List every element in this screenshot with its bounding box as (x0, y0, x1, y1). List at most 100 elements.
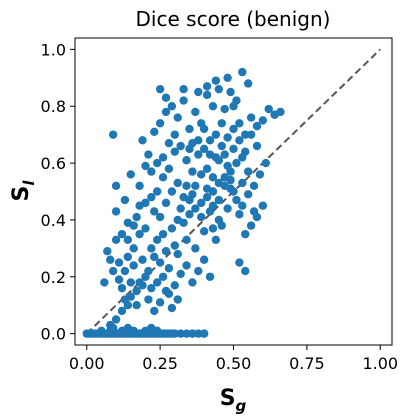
data-point (182, 156, 191, 165)
data-point (258, 201, 268, 210)
y-axis-ticks: 0.0 0.2 0.4 0.6 0.8 1.0 (41, 40, 75, 344)
data-point (243, 79, 253, 88)
data-point (170, 147, 179, 156)
data-point (147, 167, 156, 176)
data-point (235, 258, 244, 267)
data-point (208, 201, 218, 210)
data-point (220, 181, 229, 191)
data-point (176, 329, 185, 338)
y-tick-label: 0.6 (41, 154, 66, 173)
data-point (211, 76, 221, 85)
data-point (185, 124, 194, 134)
data-point (164, 138, 174, 148)
data-point (179, 96, 188, 105)
data-point (150, 306, 159, 316)
data-point (226, 175, 235, 185)
data-point (235, 136, 244, 145)
data-point (241, 130, 250, 139)
data-point (197, 198, 206, 208)
data-point (111, 181, 121, 191)
data-point (135, 229, 144, 239)
data-point (158, 272, 168, 281)
data-point (226, 87, 235, 97)
data-point (235, 210, 244, 219)
data-point (106, 320, 115, 330)
data-point (170, 329, 179, 338)
data-point (238, 201, 247, 210)
data-point (167, 224, 177, 233)
data-point (194, 329, 203, 338)
data-point (191, 204, 200, 213)
data-point (197, 170, 206, 179)
data-point (202, 184, 212, 193)
data-point (199, 144, 209, 154)
y-tick-label: 1.0 (41, 40, 66, 59)
data-point (150, 207, 159, 216)
data-point (255, 170, 265, 179)
data-point (117, 306, 127, 316)
data-point (214, 84, 224, 94)
data-point (197, 212, 206, 222)
data-point (114, 275, 124, 284)
data-point (158, 229, 168, 239)
data-point (152, 158, 162, 168)
data-point (252, 121, 262, 131)
data-point (208, 173, 218, 182)
data-point (155, 258, 165, 267)
data-point (176, 204, 185, 213)
data-point (188, 278, 197, 287)
data-point (111, 235, 121, 245)
x-tick-label: 1.00 (362, 354, 398, 373)
data-point (138, 255, 147, 264)
data-point (108, 266, 118, 276)
data-point (141, 198, 150, 208)
data-point (264, 104, 273, 114)
y-axis-label: Sl (9, 180, 38, 202)
data-point (217, 119, 226, 128)
data-point (123, 235, 133, 245)
data-point (170, 281, 179, 290)
data-point (132, 212, 141, 222)
data-point (179, 218, 188, 227)
data-point (182, 235, 191, 245)
data-point (173, 249, 182, 259)
data-point (173, 295, 182, 304)
data-point (126, 170, 135, 179)
data-point (194, 87, 203, 97)
data-point (147, 323, 156, 333)
data-point (208, 224, 218, 233)
data-point (100, 278, 109, 287)
data-point (170, 130, 179, 139)
data-point (97, 326, 106, 335)
data-point (164, 164, 174, 173)
data-point (123, 323, 133, 333)
data-point (117, 283, 127, 293)
data-point (161, 198, 171, 208)
data-point (229, 144, 238, 154)
x-tick-label: 0.75 (289, 354, 325, 373)
data-point (176, 269, 185, 279)
data-point (211, 153, 221, 162)
data-point (155, 212, 165, 222)
data-point (135, 181, 144, 191)
data-point (182, 181, 191, 191)
data-point (120, 266, 130, 276)
chart-title: Dice score (benign) (136, 7, 331, 31)
data-point (194, 136, 203, 145)
data-point (155, 84, 165, 94)
data-point (150, 252, 159, 262)
data-point (158, 173, 168, 182)
x-tick-label: 0.25 (142, 354, 178, 373)
x-axis-label: Sg (220, 386, 247, 415)
data-point (199, 227, 209, 236)
data-point (199, 329, 209, 338)
y-tick-label: 0.2 (41, 268, 66, 287)
data-point (117, 229, 127, 239)
data-point (252, 141, 262, 151)
data-point (246, 130, 256, 139)
x-tick-label: 0.00 (69, 354, 105, 373)
data-point (111, 207, 121, 216)
y-tick-label: 0.0 (41, 325, 66, 344)
data-point (167, 187, 177, 196)
data-point (123, 252, 133, 262)
